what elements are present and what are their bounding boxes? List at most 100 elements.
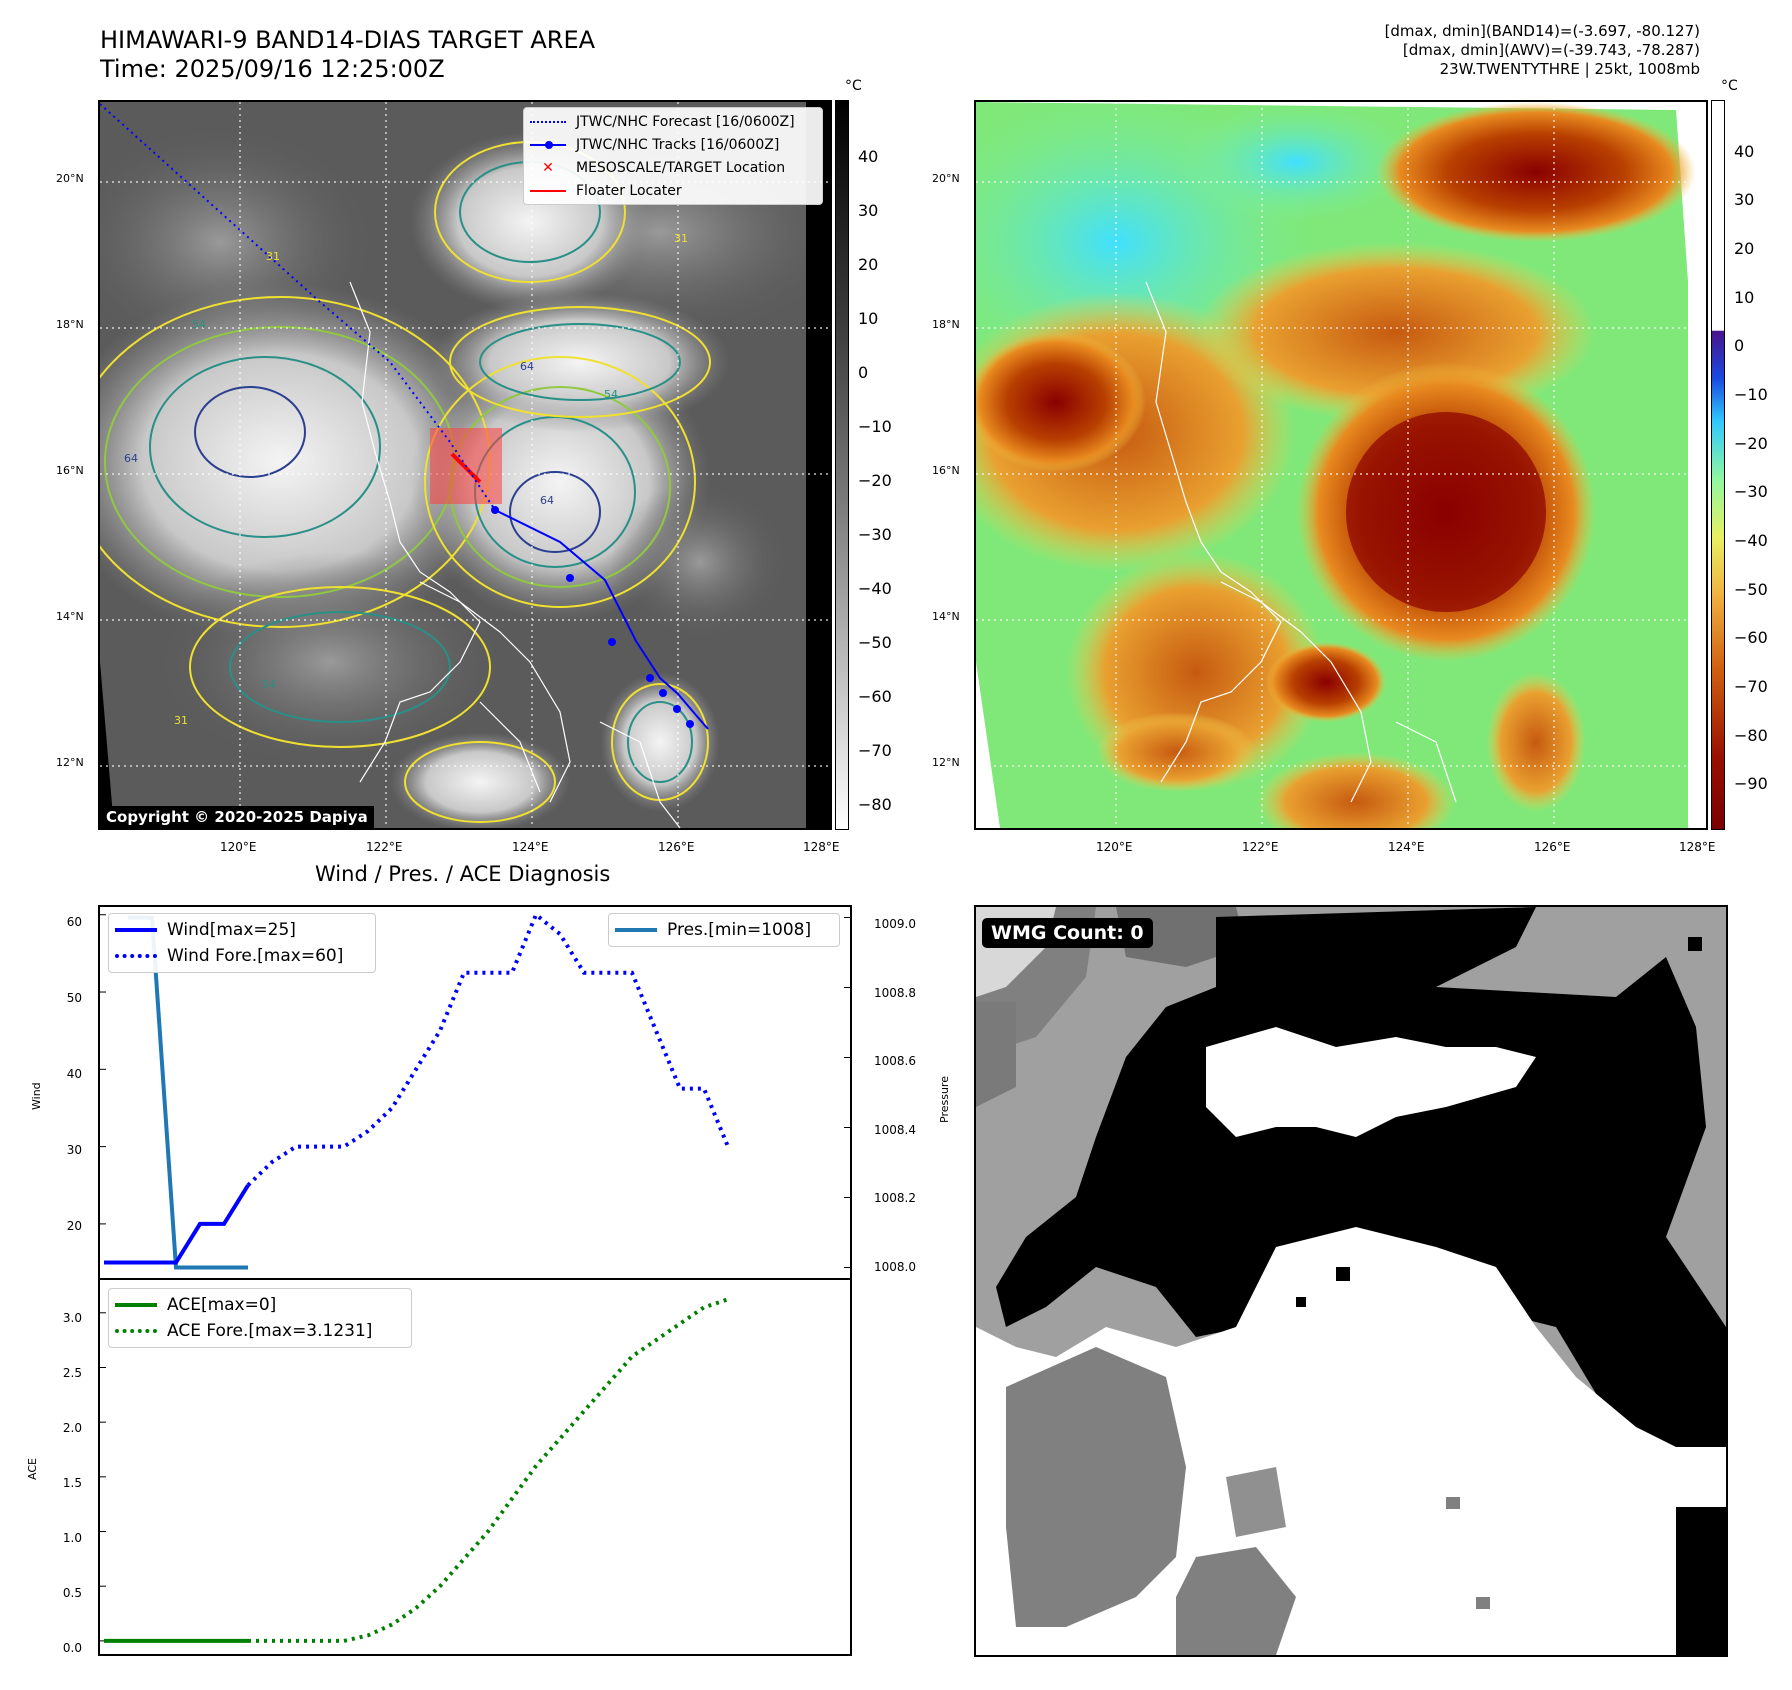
legend-label: Wind[max=25] [167,920,296,940]
pressure-axis-label: Pressure [938,1076,951,1123]
legend-item: JTWC/NHC Forecast [16/0600Z] [524,110,822,133]
wind-axis-label: Wind [30,1082,43,1110]
tick-label: 1008.8 [874,986,916,1000]
legend-label: Wind Fore.[max=60] [167,946,344,966]
floater-locater-line [450,452,482,484]
jtwc-best-track [494,509,709,730]
tick-label: 50 [66,991,82,1005]
lon-label: 122°E [1242,840,1279,854]
ir-satellite-map: 31 31 31 54 54 54 64 64 64 [98,100,832,830]
diagnosis-title: Wind / Pres. / ACE Diagnosis [315,862,611,886]
solid-line-icon [530,189,566,192]
tick-label: 1.0 [62,1531,82,1545]
lon-label: 120°E [1096,840,1133,854]
colorbar-tick: −50 [1734,580,1768,599]
wmg-panel [974,905,1728,1657]
track-markers [491,506,694,728]
colorbar-tick: 0 [858,363,869,382]
legend-item: ACE Fore.[max=3.1231] [109,1318,411,1344]
colorbar-tick: −10 [1734,385,1768,404]
pressure-legend: Pres.[min=1008] [608,913,840,947]
dotted-line-icon [115,954,157,958]
legend-label: ACE[max=0] [167,1295,277,1315]
solid-line-icon [115,1303,157,1307]
tick-label: 1008.6 [874,1054,916,1068]
tick-label: 1008.2 [874,1191,916,1205]
tick-label: 60 [66,915,82,929]
lon-label: 126°E [658,840,695,854]
title-line: HIMAWARI-9 BAND14-DIAS TARGET AREA [100,26,596,54]
legend-item: Wind[max=25] [109,917,375,943]
ace-tick-labels: 3.0 2.5 2.0 1.5 1.0 0.5 0.0 [52,1278,82,1656]
awv-colorbar-unit: °C [1721,78,1738,94]
wind-tick-labels: 60 50 40 30 20 [52,905,82,1280]
solid-line-icon [615,928,657,932]
info-storm: 23W.TWENTYTHRE | 25kt, 1008mb [1439,60,1700,78]
tick-label: 2.5 [62,1366,82,1380]
ace-forecast-line [248,1297,729,1643]
colorbar-tick: 40 [1734,142,1755,161]
legend-label: JTWC/NHC Tracks [16/0600Z] [576,136,780,153]
contour-label: 54 [604,388,618,401]
lon-label: 126°E [1534,840,1571,854]
ir-colorbar [835,100,849,830]
ir-colorbar-unit: °C [845,78,862,94]
colorbar-tick: 20 [1734,239,1755,258]
legend-item: ACE[max=0] [109,1292,411,1318]
ir-map-canvas: 31 31 31 54 54 54 64 64 64 [100,102,830,828]
dmax-dmin-info: [dmax, dmin](BAND14)=(-3.697, -80.127) [… [1385,22,1700,79]
tick-label: 30 [66,1143,82,1157]
colorbar-tick: 20 [858,255,879,274]
tick-label: 1.5 [62,1476,82,1490]
contour-label: 31 [266,250,280,263]
colorbar-tick: −70 [1734,677,1768,696]
lon-label: 120°E [220,840,257,854]
tick-label: 40 [66,1067,82,1081]
lat-label: 16°N [932,464,960,477]
figure-title: HIMAWARI-9 BAND14-DIAS TARGET AREA Time:… [100,26,595,84]
wind-legend: Wind[max=25] Wind Fore.[max=60] [108,913,376,973]
awv-map [974,100,1708,830]
pressure-tick-labels: 1009.0 1008.8 1008.6 1008.4 1008.2 1008.… [874,905,934,1280]
colorbar-tick: −80 [1734,726,1768,745]
contour-label: 31 [174,714,188,727]
lon-label: 124°E [1388,840,1425,854]
lon-label: 128°E [803,840,840,854]
ace-legend: ACE[max=0] ACE Fore.[max=3.1231] [108,1288,412,1348]
wmg-canvas [976,907,1726,1655]
colorbar-tick: 0 [1734,336,1745,355]
colorbar-tick: −70 [858,741,892,760]
lat-label: 14°N [932,610,960,623]
contour-label: 64 [520,360,534,373]
lat-label: 12°N [56,756,84,769]
ace-axis-label: ACE [26,1458,39,1480]
legend-item: JTWC/NHC Tracks [16/0600Z] [524,133,822,156]
lat-label: 20°N [932,172,960,185]
lat-label: 18°N [56,318,84,331]
colorbar-tick: −90 [1734,774,1768,793]
lon-label: 128°E [1679,840,1716,854]
contour-label: 54 [262,678,276,691]
tick-label: 1008.4 [874,1123,916,1137]
colorbar-tick: 30 [1734,190,1755,209]
dotted-line-icon [115,1329,157,1333]
dotted-line-icon [530,120,566,123]
wmg-count-badge: WMG Count: 0 [982,918,1153,948]
ir-colorbar-ticks: 40 30 20 10 0 −10 −20 −30 −40 −50 −60 −7… [858,100,898,830]
awv-map-canvas [976,102,1706,828]
tick-label: 0.5 [62,1586,82,1600]
colorbar-tick: −80 [858,795,892,814]
info-awv: [dmax, dmin](AWV)=(-39.743, -78.287) [1402,41,1700,59]
legend-item: ✕ MESOSCALE/TARGET Location [524,156,822,179]
legend-label: Floater Locater [576,182,682,199]
tick-label: 1009.0 [874,917,916,931]
lat-label: 14°N [56,610,84,623]
legend-item: Pres.[min=1008] [609,917,839,943]
lat-label: 16°N [56,464,84,477]
colorbar-tick: 40 [858,147,879,166]
wind-forecast-line [246,911,730,1187]
colorbar-tick: 10 [1734,288,1755,307]
colorbar-tick: −40 [1734,531,1768,550]
legend-label: MESOSCALE/TARGET Location [576,159,786,176]
tick-label: 2.0 [62,1421,82,1435]
